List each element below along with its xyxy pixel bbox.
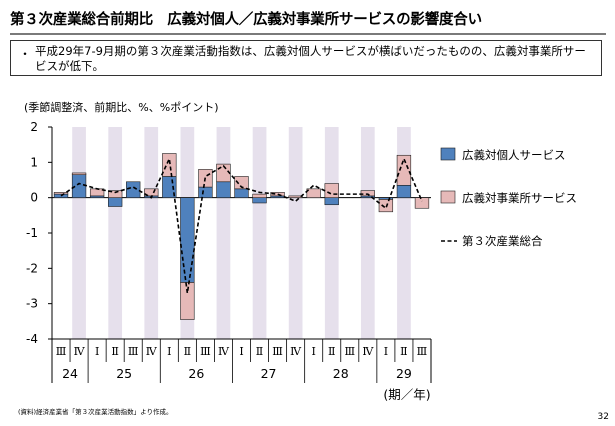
bar — [53, 192, 69, 195]
x-tick-label: Ⅱ — [184, 345, 191, 358]
y-tick-label: 0 — [30, 191, 38, 205]
page-number: 32 — [597, 412, 609, 422]
x-tick-label: Ⅰ — [95, 345, 99, 358]
x-tick-label: Ⅲ — [128, 345, 139, 358]
x-tick-label: Ⅱ — [111, 345, 118, 358]
bar — [108, 197, 123, 207]
year-label: 26 — [188, 366, 204, 381]
quarter-band — [324, 127, 339, 339]
bar — [396, 185, 412, 198]
year-label: 28 — [333, 366, 349, 381]
bar — [180, 282, 195, 320]
x-tick-label: Ⅲ — [344, 345, 355, 358]
year-label: 24 — [62, 366, 78, 381]
bar — [396, 154, 412, 186]
legend-label: 広義対個人サービス — [462, 148, 566, 162]
bar — [252, 197, 267, 204]
year-label: 27 — [261, 366, 277, 381]
y-tick-label: 2 — [30, 120, 38, 134]
x-tick-label: Ⅳ — [146, 345, 158, 358]
y-tick-label: 1 — [30, 155, 38, 169]
bar — [180, 197, 195, 283]
bar — [306, 188, 321, 198]
bar — [234, 188, 249, 198]
quarter-band — [108, 127, 123, 339]
quarter-bands — [72, 127, 411, 339]
x-tick-label: Ⅲ — [56, 345, 67, 358]
bar — [252, 193, 267, 198]
quarter-band — [216, 127, 231, 339]
bar — [288, 195, 303, 198]
x-tick-label: Ⅱ — [328, 345, 335, 358]
y-tick-label: -2 — [26, 261, 38, 275]
y-tick-label: -1 — [26, 226, 38, 240]
chart-unit-label: (季節調整済、前期比、%、%ポイント) — [24, 101, 219, 114]
x-tick-label: Ⅲ — [200, 345, 211, 358]
title-divider — [10, 33, 606, 35]
x-tick-label: Ⅳ — [290, 345, 302, 358]
x-tick-label: Ⅳ — [218, 345, 230, 358]
x-tick-label: Ⅱ — [256, 345, 263, 358]
bar — [414, 197, 430, 209]
bar — [324, 183, 339, 198]
bar — [324, 197, 339, 206]
bar — [270, 192, 285, 197]
year-label: 29 — [396, 366, 412, 381]
legend-label: 第３次産業総合 — [462, 234, 543, 248]
quarter-band — [72, 127, 86, 339]
bar — [162, 153, 177, 177]
x-tick-label: Ⅰ — [384, 345, 388, 358]
year-label: 25 — [116, 366, 132, 381]
x-tick-label: Ⅰ — [239, 345, 243, 358]
page-title: 第３次産業総合前期比 広義対個人／広義対事業所サービスの影響度合い — [10, 12, 482, 28]
line-series — [60, 155, 423, 294]
x-unit-label: (期／年) — [383, 387, 430, 402]
quarter-band — [360, 127, 375, 339]
bar — [234, 176, 249, 190]
bar — [71, 172, 87, 176]
y-tick-label: -4 — [26, 332, 38, 346]
x-tick-label: Ⅱ — [400, 345, 407, 358]
total-index-line — [60, 155, 423, 294]
x-tick-label: Ⅰ — [312, 345, 316, 358]
bullet-glyph: ・ — [19, 47, 32, 61]
source-note: (資料)経済産業省「第３次産業活動指数」より作成。 — [18, 408, 173, 416]
bar — [108, 190, 123, 198]
legend-label: 広義対事業所サービス — [462, 191, 577, 205]
quarter-band — [288, 127, 303, 339]
bar — [126, 181, 141, 198]
bar — [360, 190, 375, 197]
bar — [198, 186, 213, 198]
x-tick-label: Ⅲ — [272, 345, 283, 358]
y-tick-label: -3 — [26, 297, 38, 311]
x-tick-label: Ⅰ — [167, 345, 171, 358]
x-tick-label: Ⅳ — [362, 345, 374, 358]
x-tick-label: Ⅲ — [417, 345, 428, 358]
bar — [378, 199, 394, 213]
quarter-band — [144, 127, 159, 339]
summary-note-box: ・ 平成29年7-9月期の第３次産業活動指数は、広義対個人サービスが横ばいだった… — [10, 40, 602, 76]
x-tick-label: Ⅳ — [74, 345, 86, 358]
summary-note-text: 平成29年7-9月期の第３次産業活動指数は、広義対個人サービスが横ばいだったもの… — [35, 44, 586, 73]
legend-swatch — [440, 190, 456, 204]
bar — [216, 181, 231, 198]
legend-swatch — [440, 147, 456, 161]
quarter-band — [252, 127, 267, 339]
